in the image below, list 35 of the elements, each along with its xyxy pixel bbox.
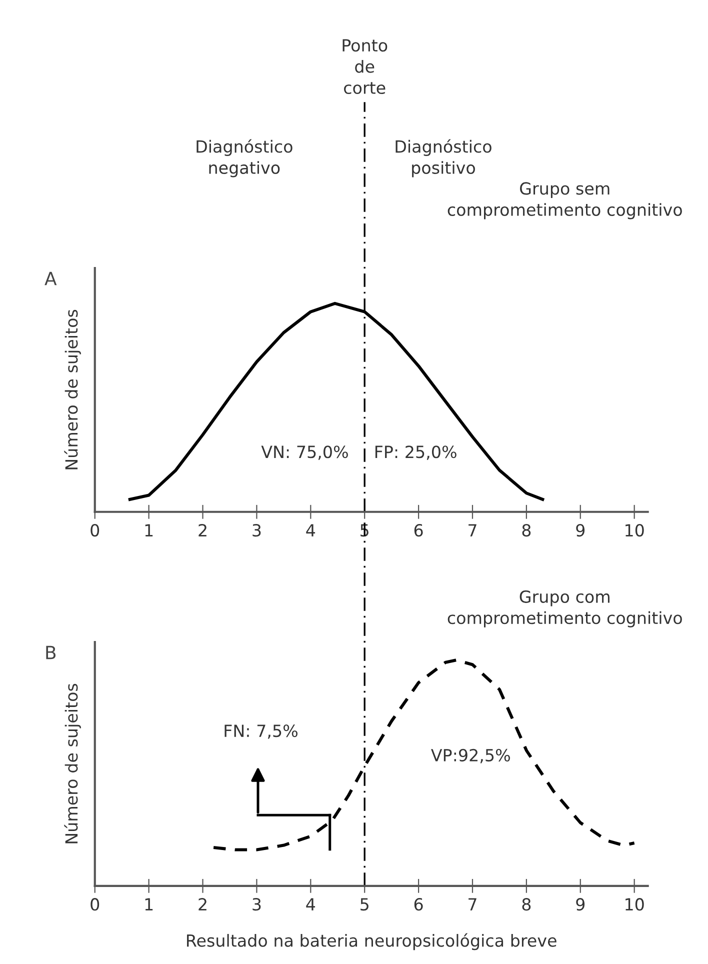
annotation: FN: 7,5% bbox=[224, 724, 298, 739]
ref-line-label: Ponto de corte bbox=[342, 39, 388, 94]
x-tick-label: 2 bbox=[198, 524, 206, 536]
x-axis-title: Resultado na bateria neuropsicológica breve bbox=[187, 933, 556, 950]
annotation: FP: 25,0% bbox=[375, 446, 456, 460]
text: Diagnóstico positivo bbox=[396, 139, 492, 178]
x-tick-label: 6 bbox=[414, 524, 423, 537]
x-tick-label: 10 bbox=[626, 524, 644, 537]
y-axis-title: Número de sujeitos bbox=[64, 684, 81, 844]
y-axis-title: Número de sujeitos bbox=[64, 310, 81, 470]
x-tick-label: 8 bbox=[522, 898, 531, 911]
x-tick-label: 6 bbox=[414, 898, 423, 911]
x-tick-label: 9 bbox=[576, 524, 585, 537]
chart-subtitle: Grupo sem comprometimento cognitivo bbox=[448, 182, 682, 220]
text: Diagnóstico negativo bbox=[196, 139, 292, 178]
annotation: VN: 75,0% bbox=[261, 446, 348, 460]
x-tick-label: 4 bbox=[306, 898, 316, 910]
x-tick-label: 5 bbox=[360, 898, 368, 911]
x-tick-label: 2 bbox=[198, 898, 206, 910]
chart-subtitle: Grupo com comprometimento cognitivo bbox=[448, 590, 682, 628]
x-tick-label: 7 bbox=[468, 898, 476, 910]
x-tick-label: 3 bbox=[252, 524, 261, 537]
chart-title: A bbox=[44, 272, 57, 286]
annotation: VP:92,5% bbox=[431, 748, 510, 764]
chart-title: B bbox=[46, 646, 56, 660]
x-tick-label: 0 bbox=[90, 524, 100, 537]
x-tick-label: 3 bbox=[252, 898, 261, 911]
x-tick-label: 0 bbox=[90, 898, 100, 911]
x-tick-label: 1 bbox=[145, 524, 153, 536]
x-tick-label: 9 bbox=[576, 898, 585, 911]
x-tick-label: 4 bbox=[306, 524, 316, 536]
x-tick-label: 8 bbox=[522, 524, 531, 537]
x-tick-label: 1 bbox=[145, 898, 153, 910]
x-tick-label: 7 bbox=[468, 524, 476, 536]
x-tick-label: 10 bbox=[626, 898, 644, 911]
